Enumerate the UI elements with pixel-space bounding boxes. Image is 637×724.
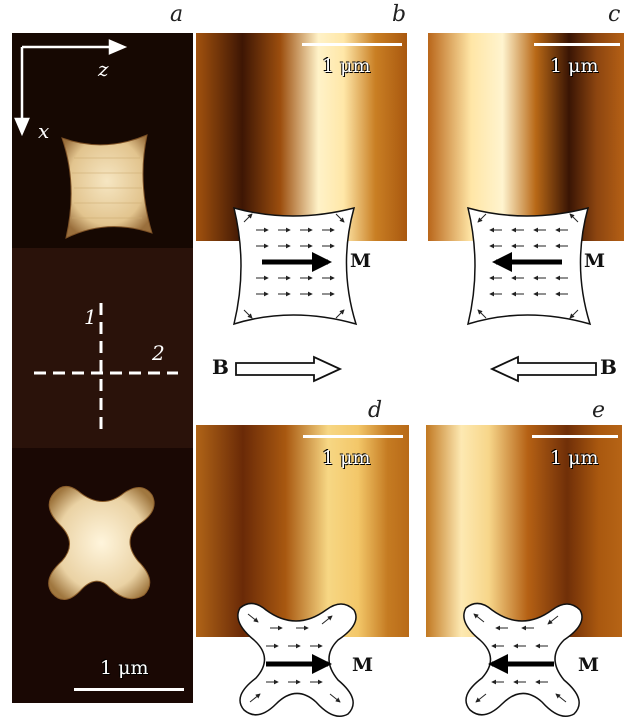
scale-label-c: 1 μm [550,55,599,77]
panel-c: 1 μm [428,33,624,241]
panel-a-image [12,33,193,703]
scale-label-b: 1 μm [322,55,371,77]
x-element [48,486,155,600]
panel-label-e: e [592,398,606,423]
magnet-label-c: M [584,250,606,272]
panel-label-a: a [170,2,184,27]
field-label-left: B [212,355,229,379]
panel-e: 1 μm [426,425,622,637]
panel-d-mfm-image [196,425,409,637]
panel-b: 1 μm [196,33,407,241]
scale-label-d: 1 μm [322,447,371,469]
cross-label-1: 1 [84,305,97,329]
panel-a: z x 1 2 1 μm [12,33,193,703]
square-element [61,134,153,239]
magnet-label-b: M [350,250,372,272]
panel-d: 1 μm [196,425,409,637]
diagram-c [460,202,596,330]
scale-label-e: 1 μm [550,447,599,469]
field-label-right: B [600,355,617,379]
diagram-d [226,598,366,722]
panel-label-d: d [368,398,383,423]
axis-x-label: x [38,119,50,143]
vector-field-b [232,206,358,326]
axis-arrows [14,39,128,137]
cross-label-2: 2 [152,341,165,365]
diagram-e [452,598,592,722]
panel-label-b: b [392,2,407,27]
vector-field-e [463,602,583,717]
panel-c-mfm-image [428,33,624,241]
axis-z-label: z [98,57,109,81]
panel-b-mfm-image [196,33,407,241]
field-arrow-left [489,355,597,383]
vector-field-d [237,602,357,717]
field-arrow-right [235,355,343,383]
dashed-cross [34,303,178,433]
magnet-label-d: M [352,654,374,676]
diagram-b [226,202,362,330]
panel-label-c: c [608,2,621,27]
vector-field-c [466,206,592,326]
magnet-label-e: M [578,654,600,676]
scale-label-a: 1 μm [100,657,149,679]
panel-e-mfm-image [426,425,622,637]
